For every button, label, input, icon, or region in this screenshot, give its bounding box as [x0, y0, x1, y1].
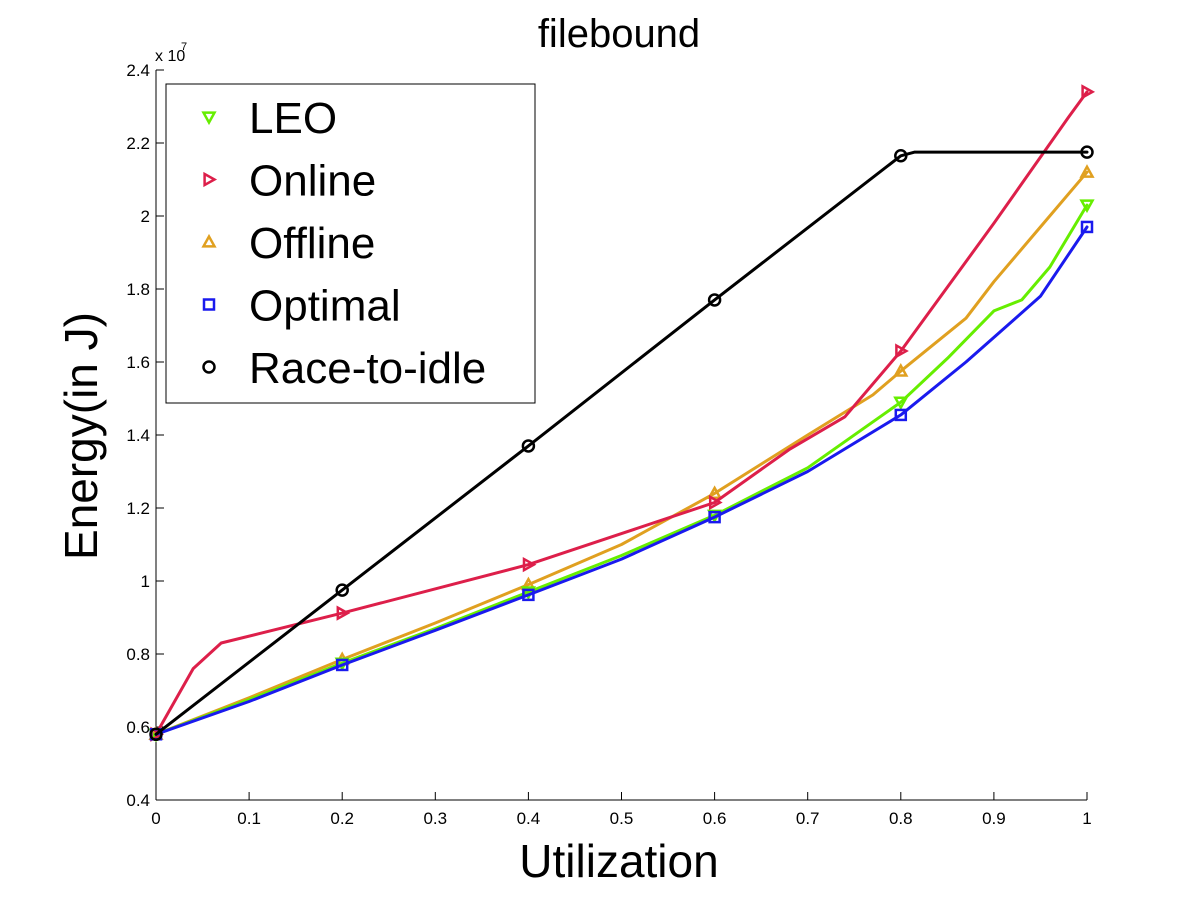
legend-label-offline: Offline: [249, 219, 375, 268]
series-line-leo: [154, 203, 1089, 736]
x-tick-label: 0.4: [517, 809, 541, 828]
legend-label-online: Online: [249, 157, 376, 206]
x-tick-label: 1: [1082, 809, 1091, 828]
series-line-offline: [154, 170, 1089, 736]
y-tick-label: 0.8: [126, 645, 150, 664]
x-tick-label: 0.1: [237, 809, 261, 828]
data-point-leo: [1079, 199, 1095, 214]
data-point-offline: [706, 485, 723, 500]
series-line-online: [154, 90, 1089, 736]
x-tick-label: 0.7: [796, 809, 820, 828]
legend-item-offline: Offline: [201, 219, 375, 268]
y-tick-label: 2.4: [126, 61, 150, 80]
legend-item-online: Online: [203, 157, 376, 206]
y-tick-label: 1.2: [126, 499, 150, 518]
legend-marker-race-to-idle: [202, 360, 216, 374]
y-tick-label: 0.6: [126, 718, 150, 737]
data-point-online: [895, 343, 909, 359]
legend-marker-optimal: [202, 298, 216, 311]
data-point-offline: [893, 363, 909, 377]
x-tick-label: 0: [151, 809, 160, 828]
data-point-online: [708, 494, 723, 511]
data-point-race-to-idle: [149, 727, 163, 742]
data-point-online: [1081, 84, 1096, 100]
x-tick-label: 0.5: [610, 809, 634, 828]
y-axis-title: Energy(in J): [55, 312, 107, 560]
legend-marker-leo: [201, 111, 217, 126]
x-tick-label: 0.2: [330, 809, 354, 828]
legend-item-leo: LEO: [201, 94, 337, 143]
data-point-race-to-idle: [894, 149, 908, 163]
y-tick-label: 2: [141, 207, 150, 226]
y-tick-label: 1.8: [126, 280, 150, 299]
data-point-leo: [893, 396, 909, 411]
y-tick-label: 2.2: [126, 134, 150, 153]
series-race-to-idle: [149, 145, 1094, 742]
series-line-race-to-idle: [154, 150, 1089, 736]
series-optimal: [149, 220, 1094, 741]
legend-item-optimal: Optimal: [202, 282, 401, 331]
data-point-race-to-idle: [707, 293, 722, 307]
y-multiplier-exponent: 7: [181, 41, 187, 53]
series-layer: [148, 84, 1096, 743]
legend-label-optimal: Optimal: [249, 282, 401, 331]
y-tick-label: 1: [141, 572, 150, 591]
data-point-online: [336, 605, 351, 621]
data-point-race-to-idle: [521, 439, 536, 453]
legend-marker-online: [203, 171, 218, 188]
x-axis-title: Utilization: [519, 835, 718, 887]
data-point-optimal: [335, 658, 349, 672]
x-tick-label: 0.3: [423, 809, 447, 828]
x-tick-label: 0.8: [889, 809, 913, 828]
chart-title: filebound: [538, 12, 700, 56]
legend: LEO Online Offline Optimal Race-to-idle: [165, 83, 536, 404]
legend-label-race-to-idle: Race-to-idle: [249, 344, 486, 393]
data-point-optimal: [708, 510, 721, 524]
data-point-race-to-idle: [335, 583, 349, 597]
data-point-optimal: [1080, 220, 1094, 234]
data-point-optimal: [894, 408, 908, 422]
series-online: [150, 84, 1096, 742]
data-point-offline: [1079, 164, 1095, 178]
legend-label-leo: LEO: [249, 94, 337, 143]
legend-item-race-to-idle: Race-to-idle: [202, 344, 486, 393]
data-point-race-to-idle: [1080, 145, 1094, 159]
y-tick-label: 1.4: [126, 426, 150, 445]
data-point-optimal: [522, 588, 535, 602]
x-tick-label: 0.6: [703, 809, 727, 828]
data-point-online: [522, 556, 537, 573]
y-tick-label: 0.4: [126, 791, 150, 810]
y-tick-label: 1.6: [126, 353, 150, 372]
y-multiplier-label: x 10: [155, 48, 185, 65]
x-tick-label: 0.9: [982, 809, 1006, 828]
legend-box: [165, 83, 536, 404]
series-line-optimal: [154, 225, 1089, 736]
legend-marker-offline: [201, 233, 217, 248]
